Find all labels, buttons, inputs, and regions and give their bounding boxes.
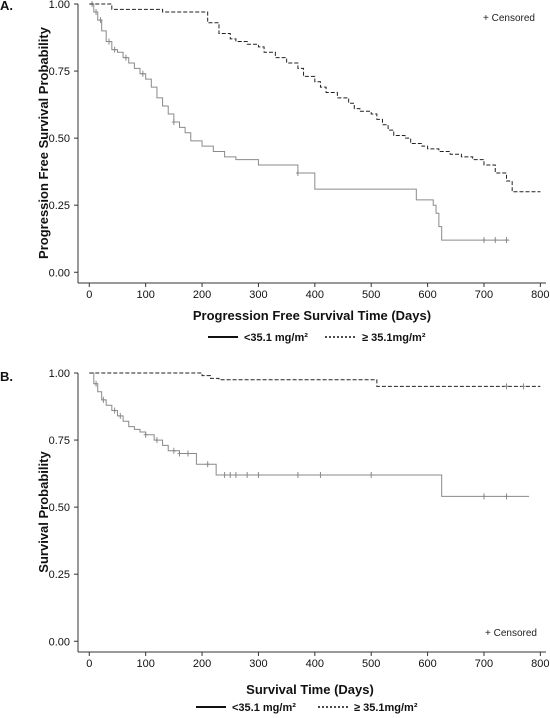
panel-b-label: B.: [0, 369, 13, 384]
panel-b-x-title: Survival Time (Days): [246, 682, 374, 697]
panel-a-x-tick-label: 100: [136, 289, 154, 301]
panel-a-y-tick-label: 0.50: [49, 133, 70, 145]
panel-b-curve-high: [89, 372, 541, 387]
panel-a-y-title: Progression Free Survival Probability: [36, 26, 51, 259]
panel-a-x-tick-label: 500: [362, 289, 380, 301]
panel-a-x-tick-label: 800: [531, 289, 549, 301]
panel-b-x-tick-label: 0: [86, 658, 92, 670]
panel-a-legend-high: ≥ 35.1mg/m²: [362, 332, 426, 344]
panel-b-y-title: Survival Probability: [36, 451, 51, 573]
panel-a-x-tick-label: 300: [249, 289, 267, 301]
panel-b-curve-low: [89, 372, 530, 497]
panel-b-x-tick-label: 100: [136, 658, 154, 670]
panel-a-y-tick-label: 0.00: [49, 267, 70, 279]
panel-b-y-tick-label: 0.00: [49, 636, 70, 648]
panel-b-plot-area: 0 100 200 300 400 500 600 700 800 0.00 0.25 0.50 0.7…: [49, 368, 550, 670]
panel-a: A. 0 100 200 300 400 500 600 700 800 0.00 0.25 0.50…: [0, 0, 550, 344]
panel-a-y-tick-label: 0.75: [49, 66, 70, 78]
panel-a-x-tick-label: 600: [418, 289, 436, 301]
panel-b-censored-note: + Censored: [485, 628, 537, 639]
panel-b-x-tick-label: 300: [249, 658, 267, 670]
panel-a-series: [89, 1, 541, 244]
panel-a-label: A.: [0, 0, 13, 13]
panel-a-x-tick-label: 0: [86, 289, 92, 301]
panel-a-plot-area: 0 100 200 300 400 500 600 700 800 0.00 0.25 0.50 0.7…: [49, 0, 550, 301]
panel-a-ticks: 0 100 200 300 400 500 600 700 800 0.00 0.25 0.50 0.7…: [49, 0, 550, 301]
panel-b-y-tick-label: 0.50: [49, 502, 70, 514]
panel-b-legend-high: ≥ 35.1mg/m²: [354, 702, 418, 714]
panel-b-x-tick-label: 400: [306, 658, 324, 670]
panel-a-legend: <35.1 mg/m² ≥ 35.1mg/m²: [208, 332, 426, 344]
panel-b-y-tick-label: 1.00: [49, 368, 70, 380]
panel-a-x-tick-label: 700: [475, 289, 493, 301]
panel-a-legend-low: <35.1 mg/m²: [244, 332, 308, 344]
panel-a-y-tick-label: 0.25: [49, 200, 70, 212]
panel-a-x-tick-label: 400: [306, 289, 324, 301]
panel-a-curve-low: [89, 3, 510, 241]
panel-b-x-tick-label: 500: [362, 658, 380, 670]
panel-a-x-title: Progression Free Survival Time (Days): [193, 308, 431, 323]
panel-b-y-tick-label: 0.75: [49, 435, 70, 447]
panel-b-x-tick-label: 200: [193, 658, 211, 670]
panel-b-x-tick-label: 800: [531, 658, 549, 670]
panel-b-ticks: 0 100 200 300 400 500 600 700 800 0.00 0.25 0.50 0.7…: [49, 368, 550, 670]
panel-b-series: [89, 372, 541, 500]
panel-b-legend: <35.1 mg/m² ≥ 35.1mg/m²: [196, 702, 418, 714]
panel-a-x-tick-label: 200: [193, 289, 211, 301]
panel-b-x-tick-label: 600: [418, 658, 436, 670]
panel-a-y-tick-label: 1.00: [49, 0, 70, 11]
panel-b-x-tick-label: 700: [475, 658, 493, 670]
panel-b: B. 0 100 200 300 400 500 600 700 800 0.00 0.25 0.50…: [0, 368, 550, 714]
panel-a-censored-note: + Censored: [483, 13, 535, 24]
panel-a-curve-high: [89, 3, 541, 193]
panel-b-y-tick-label: 0.25: [49, 569, 70, 581]
panel-b-legend-low: <35.1 mg/m²: [232, 702, 296, 714]
